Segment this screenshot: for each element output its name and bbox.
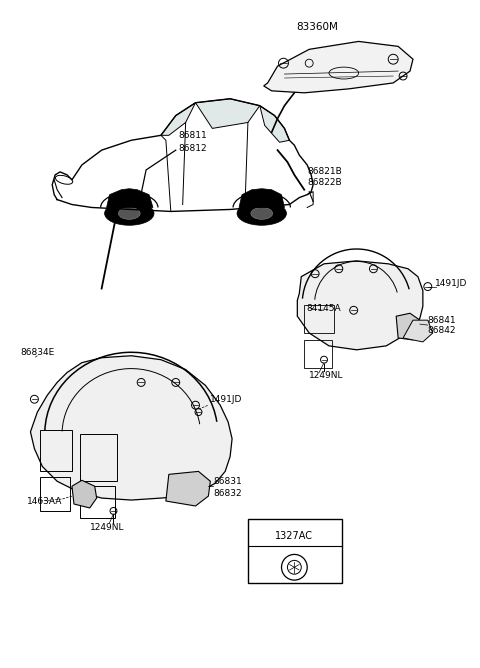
Bar: [248, 519, 342, 583]
Bar: [40, 430, 72, 472]
Ellipse shape: [119, 208, 140, 219]
Text: 83360M: 83360M: [296, 21, 338, 31]
Bar: [304, 305, 334, 333]
Bar: [80, 434, 118, 481]
Bar: [80, 486, 116, 518]
Polygon shape: [239, 188, 285, 208]
Ellipse shape: [251, 208, 273, 219]
Text: 86842: 86842: [428, 325, 456, 335]
Text: 86832: 86832: [213, 488, 242, 498]
Text: 1249NL: 1249NL: [90, 523, 124, 532]
Text: 86811: 86811: [179, 131, 207, 140]
Polygon shape: [166, 472, 210, 506]
Text: 86821B: 86821B: [307, 168, 342, 176]
Polygon shape: [297, 261, 423, 350]
Polygon shape: [72, 480, 96, 508]
Text: 1463AA: 1463AA: [26, 496, 62, 506]
Polygon shape: [30, 356, 232, 500]
Polygon shape: [107, 188, 153, 208]
Polygon shape: [396, 313, 420, 340]
Text: 86822B: 86822B: [307, 178, 342, 187]
Bar: [304, 340, 332, 367]
Text: 86812: 86812: [179, 144, 207, 153]
Polygon shape: [403, 320, 433, 342]
Text: 86834E: 86834E: [21, 348, 55, 357]
Text: 86831: 86831: [213, 477, 242, 486]
Text: 1249NL: 1249NL: [309, 371, 344, 380]
Text: 1491JD: 1491JD: [435, 279, 467, 288]
Text: 84145A: 84145A: [306, 304, 341, 313]
Polygon shape: [161, 103, 195, 136]
Text: 1327AC: 1327AC: [276, 530, 313, 540]
Ellipse shape: [105, 202, 154, 225]
Text: 86841: 86841: [428, 316, 456, 325]
Polygon shape: [195, 99, 260, 128]
Text: 1491JD: 1491JD: [210, 395, 243, 403]
Ellipse shape: [237, 202, 287, 225]
Bar: [40, 478, 70, 511]
Polygon shape: [264, 41, 413, 93]
Polygon shape: [260, 106, 289, 142]
